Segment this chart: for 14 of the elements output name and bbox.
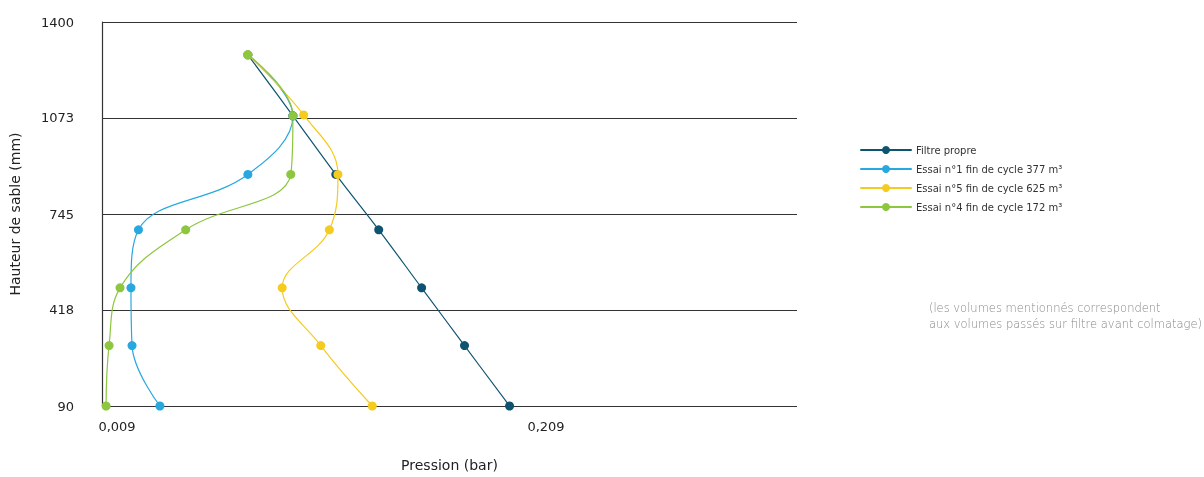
legend-label: Essai n°1 fin de cycle 377 m³	[916, 163, 1063, 175]
x-tick-label: 0,209	[527, 419, 565, 434]
y-axis-title: Hauteur de sable (mm)	[7, 132, 23, 296]
y-tick-label: 745	[49, 206, 74, 222]
y-tick-label: 418	[49, 302, 74, 318]
y-tick-label: 1400	[40, 14, 74, 30]
legend-label: Essai n°4 fin de cycle 172 m³	[916, 201, 1063, 213]
y-tick-label: 1073	[40, 110, 74, 126]
legend-label: Filtre propre	[916, 144, 977, 156]
y-tick-label: 90	[57, 398, 74, 414]
text: (les volumes mentionnés correspondent aux volumes passés sur filtre avant colmatage)	[928, 301, 1202, 331]
x-tick-label: 0,009	[98, 419, 136, 434]
x-axis-title: Pression (bar)	[401, 457, 498, 473]
legend-label: Essai n°5 fin de cycle 625 m³	[916, 182, 1063, 194]
